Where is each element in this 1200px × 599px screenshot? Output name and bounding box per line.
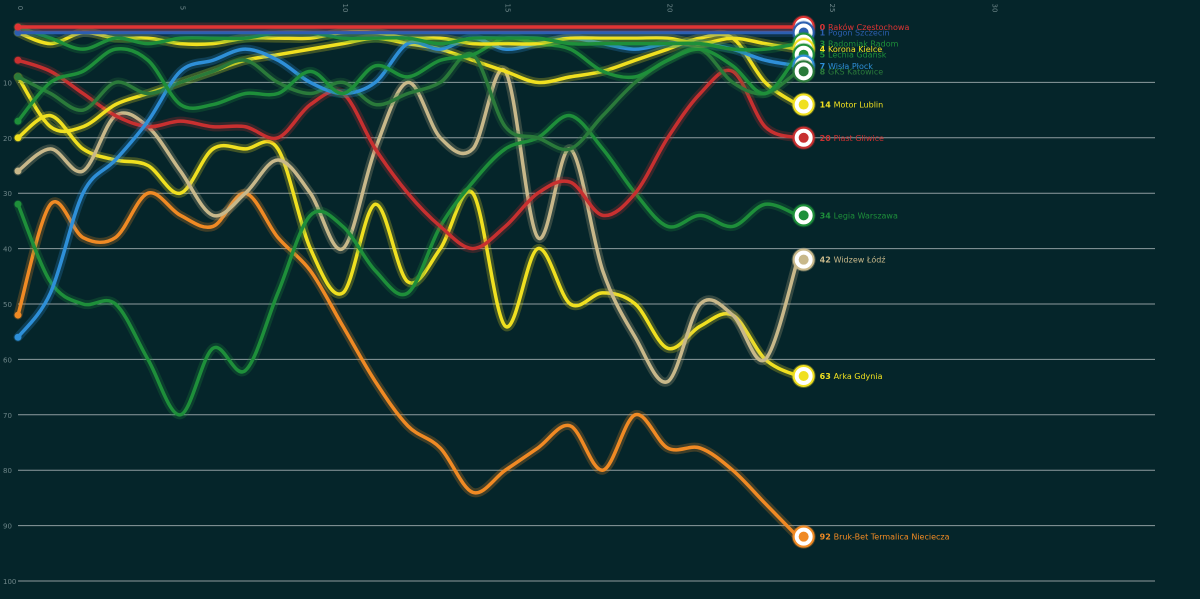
series-label-motor-lublin: 14 Motor Lublin (820, 101, 884, 110)
series-rank: 8 (820, 67, 828, 76)
series-label-bruk-bet-termalica-nieciecza: 92 Bruk-Bet Termalica Nieciecza (820, 533, 950, 542)
series-end-widzew-lodz: 42 Widzew Łódź (791, 247, 886, 272)
series-line-widzew-lodz (16, 67, 800, 384)
y-tick-60: 60 (3, 356, 12, 364)
series-start-point-wisla-plock (14, 333, 22, 341)
series-rank: 20 (820, 134, 834, 143)
series-end-piast-gliwice: 20 Piast Gliwice (791, 125, 884, 150)
series-label-arka-gdynia: 63 Arka Gdynia (820, 372, 883, 381)
series-start-point-bruk-bet-termalica-nieciecza (14, 311, 22, 319)
y-tick-30: 30 (3, 190, 12, 198)
series-name: Arka Gdynia (834, 372, 883, 381)
series-start-point-legia-warszawa (14, 200, 22, 208)
series-line-lechia-gdansk (16, 35, 800, 123)
series-label-piast-gliwice: 20 Piast Gliwice (820, 134, 884, 143)
y-tick-90: 90 (3, 523, 12, 531)
series-start-point-rakow-czestochowa (14, 23, 22, 31)
series-name: Korona Kielce (828, 45, 882, 54)
series-end-arka-gdynia: 63 Arka Gdynia (791, 364, 883, 389)
series-start-point-arka-gdynia (14, 134, 22, 142)
series-start-point-piast-gliwice (14, 56, 22, 64)
series-label-wisla-plock: 7 Wisła Płock (820, 62, 874, 71)
series-label-gks-katowice: 8 GKS Katowice (820, 67, 884, 76)
series-name: Lechia Gdańsk (828, 51, 887, 60)
series-rank: 0 (820, 23, 828, 32)
team-logo-emblem (798, 132, 809, 143)
series-name: Legia Warszawa (834, 211, 898, 220)
team-logo-emblem (798, 210, 809, 221)
series-label-pogon-szczecin: 1 Pogoń Szczecin (820, 29, 890, 38)
series-rank: 92 (820, 533, 834, 542)
series-lines (13, 22, 803, 542)
x-tick-15: 15 (503, 4, 511, 13)
series-name: GKS Katowice (828, 67, 883, 76)
series-name: Motor Lublin (834, 101, 884, 110)
y-tick-80: 80 (3, 467, 12, 475)
series-rank: 42 (820, 256, 834, 265)
series-label-legia-warszawa: 34 Legia Warszawa (820, 211, 898, 220)
series-name: Pogoń Szczecin (828, 29, 890, 38)
series-rank: 1 (820, 29, 828, 38)
series-rank: 63 (820, 372, 834, 381)
y-tick-20: 20 (3, 135, 12, 143)
series-name: Piast Gliwice (834, 134, 884, 143)
x-tick-25: 25 (828, 4, 836, 13)
series-line-piast-gliwice (16, 58, 800, 251)
series-rank: 7 (820, 62, 828, 71)
series-label-widzew-lodz: 42 Widzew Łódź (820, 255, 886, 265)
series-rank: 14 (820, 101, 834, 110)
x-tick-0: 0 (16, 6, 24, 10)
series-end-legia-warszawa: 34 Legia Warszawa (791, 203, 898, 228)
series-rank: 34 (820, 211, 834, 220)
series-line-arka-gdynia (16, 113, 800, 378)
series-label-korona-kielce: 4 Korona Kielce (820, 45, 883, 54)
y-tick-40: 40 (3, 246, 12, 254)
x-tick-20: 20 (666, 4, 674, 13)
series-name: Raków Częstochowa (828, 22, 909, 32)
series-name: Radomiak Radom (828, 40, 899, 49)
series-label-radomiak-radom: 3 Radomiak Radom (820, 40, 899, 49)
team-logo-emblem (798, 531, 809, 542)
series-start-point-gks-katowice (14, 73, 22, 81)
series-name: Widzew Łódź (834, 255, 886, 265)
series-end-bruk-bet-termalica-nieciecza: 92 Bruk-Bet Termalica Nieciecza (791, 524, 950, 549)
x-tick-5: 5 (178, 6, 186, 10)
series-label-rakow-czestochowa: 0 Raków Częstochowa (820, 22, 910, 32)
series-start-point-lechia-gdansk (14, 117, 22, 125)
series-end-gks-katowice: 8 GKS Katowice (791, 59, 884, 84)
grid-lines (18, 81, 1155, 582)
y-tick-70: 70 (3, 412, 12, 420)
series-start-point-pogon-szczecin (14, 29, 22, 37)
series-label-lechia-gdansk: 5 Lechia Gdańsk (820, 51, 887, 60)
series-name: Wisła Płock (828, 62, 873, 71)
y-axis-ticks: 10 20 30 40 50 60 70 80 90 100 (3, 79, 16, 586)
y-tick-50: 50 (3, 301, 12, 309)
series-line-bruk-bet-termalica-nieciecza (16, 191, 800, 539)
team-logo-emblem (798, 371, 809, 382)
series-name: Bruk-Bet Termalica Nieciecza (834, 533, 950, 542)
series-start-point-widzew-lodz (14, 167, 22, 175)
team-logo-emblem (798, 99, 809, 110)
series-line-radomiak-radom (16, 25, 800, 52)
y-tick-100: 100 (3, 578, 16, 586)
team-logo-emblem (798, 66, 809, 77)
team-logo-emblem (798, 254, 809, 265)
x-tick-30: 30 (991, 4, 999, 13)
series-rank: 4 (820, 45, 828, 54)
x-axis-ticks: 0 5 10 15 20 25 30 (16, 4, 999, 13)
series-rank: 3 (820, 40, 828, 49)
x-tick-10: 10 (341, 4, 349, 13)
y-tick-10: 10 (3, 79, 12, 87)
series-end-motor-lublin: 14 Motor Lublin (791, 92, 884, 117)
series-line-legia-warszawa (16, 113, 800, 417)
series-rank: 5 (820, 51, 828, 60)
